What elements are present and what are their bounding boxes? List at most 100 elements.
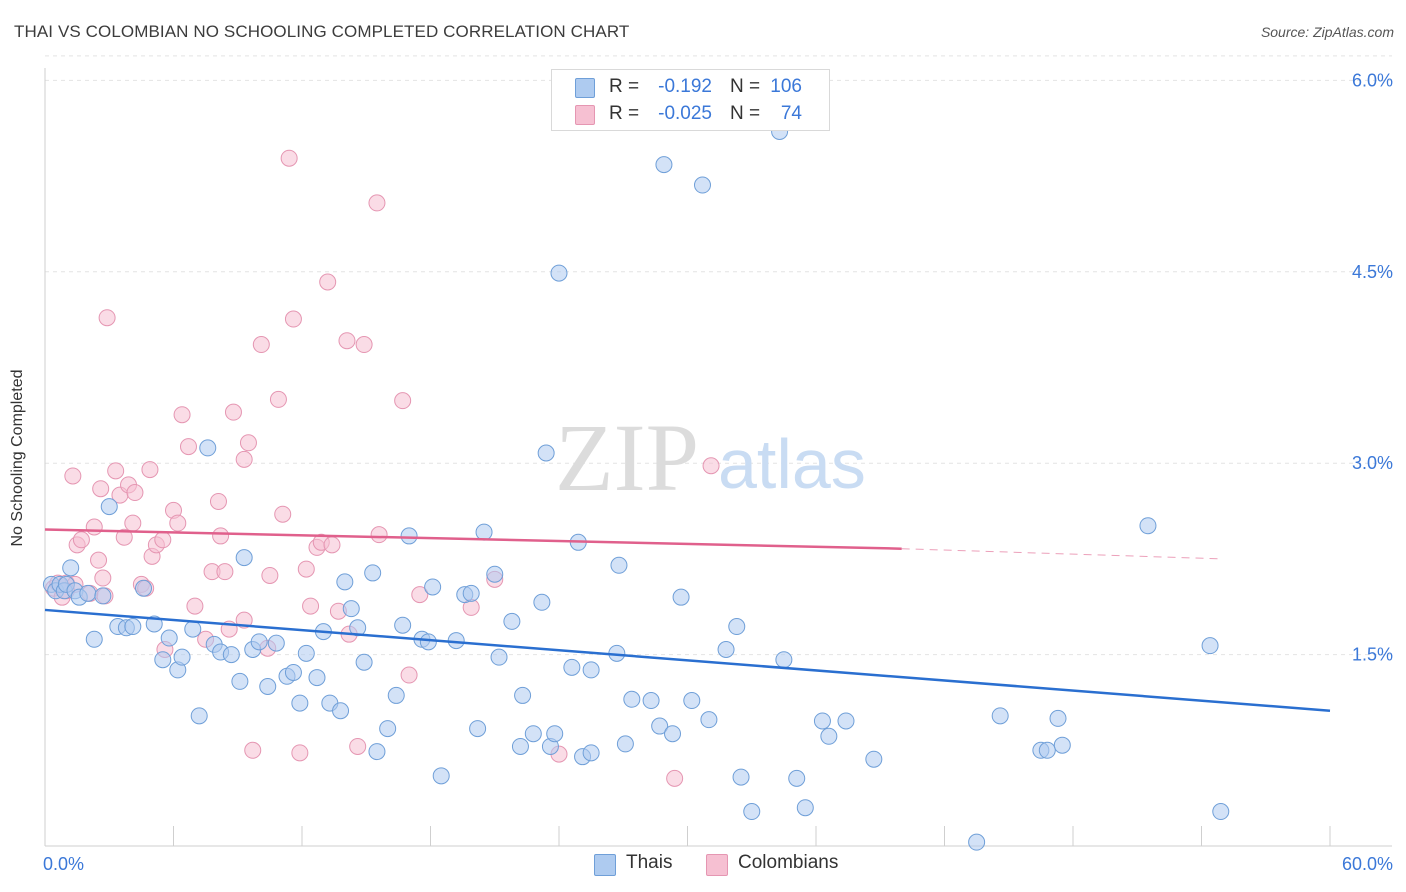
thai-point [332,702,350,720]
colombian-point [323,536,341,554]
colombian-point [280,149,298,167]
thai-point [775,651,793,669]
colombian-point [394,392,412,410]
thai-point [250,633,268,651]
thai-point [124,618,142,636]
colombian-point [244,741,262,759]
colombian-point [115,528,133,546]
colombian-point [239,434,257,452]
thai-point [651,717,669,735]
grid-lines [45,55,1392,656]
x-tick-label: 60.0% [1342,854,1393,874]
n-label: N = [730,76,761,97]
colombian-point [291,744,309,762]
colombian-point [319,273,337,291]
thais-series [42,122,1230,851]
thai-point [991,707,1009,725]
colombians-legend-swatch [706,854,728,876]
thai-point [400,527,418,545]
colombian-point [284,310,302,328]
thai-point [732,768,750,786]
thai-point [672,588,690,606]
colombian-point [107,462,125,480]
colombians-trend-extension [901,548,1223,560]
thai-point [284,663,302,681]
colombian-point [355,336,373,354]
colombian-point [141,461,159,479]
colombian-point [411,586,429,604]
thai-point [550,264,568,282]
thai-point [235,549,253,567]
thai-point [582,744,600,762]
thai-point [623,690,641,708]
watermark-atlas: atlas [718,425,866,503]
thai-point [537,444,555,462]
thai-point [355,653,373,671]
thai-point [642,692,660,710]
thai-point [432,767,450,785]
trend-lines [44,528,1331,712]
thai-point [743,803,761,821]
thai-point [297,644,315,662]
thai-point [419,633,437,651]
thai-point [514,686,532,704]
thai-point [1212,803,1230,821]
thai-point [788,769,806,787]
colombian-point [302,597,320,615]
thai-point [222,646,240,664]
colombian-point [179,438,197,456]
colombian-point [124,514,142,532]
thai-point [490,648,508,666]
n-label: N = [730,103,761,124]
thai-point [533,593,551,611]
thai-point [546,725,564,743]
colombian-point [186,597,204,615]
thai-point [865,750,883,768]
n-value: 106 [770,76,802,97]
thai-point [693,176,711,194]
thai-point [424,578,442,596]
colombian-point [216,563,234,581]
r-value: -0.025 [658,103,712,124]
x-tick-labels: 0.0% 60.0% [43,854,1393,874]
colombian-point [98,309,116,327]
colombian-point [235,450,253,468]
colombian-point [666,769,684,787]
chart-title: THAI VS COLOMBIAN NO SCHOOLING COMPLETED… [14,22,630,41]
thais-trend-line [44,608,1331,712]
colombian-point [209,492,227,510]
thai-point [1038,741,1056,759]
thai-point [342,600,360,618]
r-label: R = [609,103,640,124]
colombian-point [274,505,292,523]
colombian-point [269,390,287,408]
thai-point [231,672,249,690]
thai-point [184,620,202,638]
thai-point [336,573,354,591]
thai-point [94,587,112,605]
thai-point [820,727,838,745]
colombian-point [169,514,187,532]
thai-point [349,619,367,637]
colombian-point [370,526,388,544]
thai-point [190,707,208,725]
thai-point [160,629,178,647]
thai-point [717,640,735,658]
legend-row-thais: R = -0.192 N = 106 [552,74,829,100]
thai-point [728,618,746,636]
thai-point [616,735,634,753]
colombian-point [212,527,230,545]
thai-point [364,564,382,582]
colombian-point [252,336,270,354]
thai-point [394,616,412,634]
thai-point [62,559,80,577]
stats-legend: R = -0.192 N = 106 R = -0.025 N = 74 [551,69,830,131]
colombian-point [349,737,367,755]
colombian-point [368,194,386,212]
x-tick-label: 0.0% [43,854,84,874]
colombian-point [90,551,108,569]
thai-point [199,439,217,457]
thai-point [503,612,521,630]
thai-point [259,678,277,695]
